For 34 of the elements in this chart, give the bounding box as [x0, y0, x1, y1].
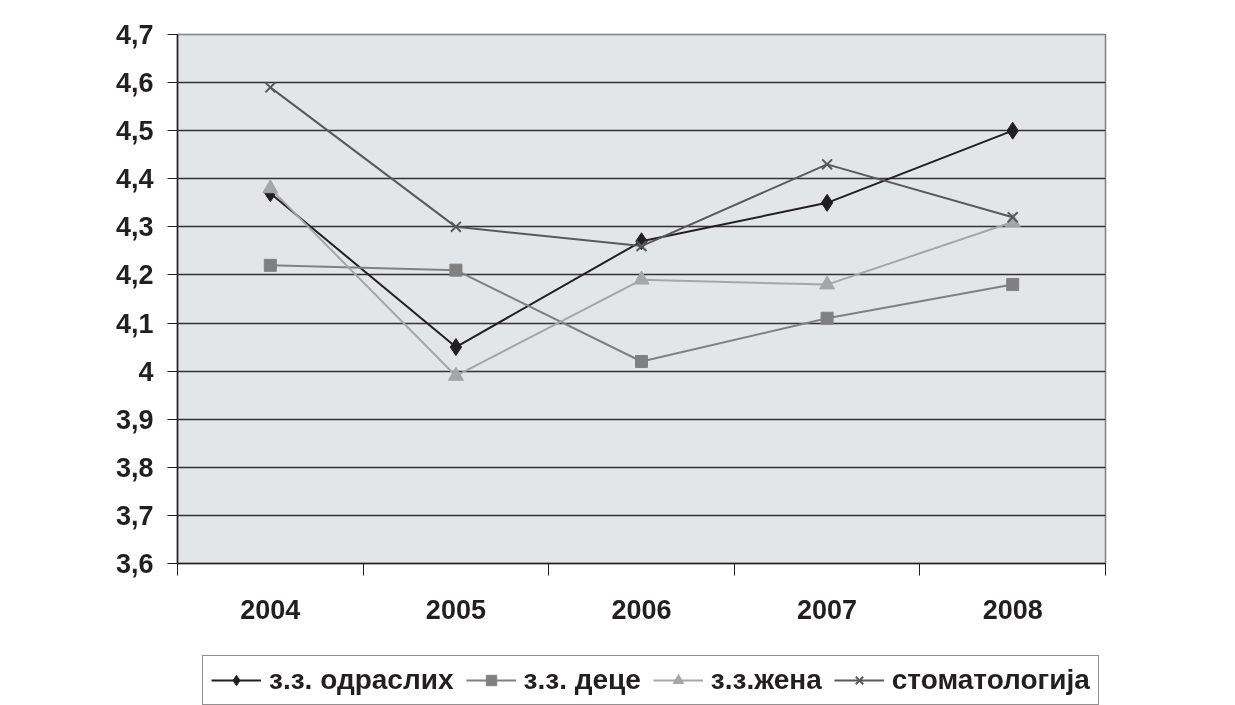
point: [262, 179, 279, 194]
legend-label: з.з.жена: [710, 664, 822, 696]
point: [449, 338, 463, 357]
x-tick-label: 2006: [611, 594, 672, 625]
point: [635, 240, 648, 253]
y-tick-label: 4,3: [115, 212, 154, 243]
y-tick-label: 4,7: [115, 20, 154, 50]
legend-label: з.з. деце: [523, 664, 641, 696]
point: [264, 81, 277, 94]
x-tick-label: 2008: [982, 594, 1043, 625]
point: [449, 263, 463, 277]
y-tick-label: 3,9: [115, 404, 154, 435]
legend-label: з.з. одраслих: [269, 664, 454, 696]
y-tick-label: 3,8: [115, 452, 154, 483]
x-tick-label: 2004: [240, 594, 301, 625]
point: [263, 258, 277, 272]
y-tick-label: 3,6: [115, 549, 154, 579]
y-tick-label: 4,5: [115, 116, 154, 147]
y-tick-label: 3,7: [115, 500, 154, 531]
y-tick-label: 4,2: [115, 260, 154, 291]
y-tick-label: 4: [138, 356, 154, 387]
point: [819, 275, 836, 290]
point: [635, 355, 648, 369]
x-tick-label: 2007: [797, 594, 858, 625]
y-tick-label: 4,6: [115, 68, 154, 99]
legend-label: стоматологија: [891, 664, 1090, 696]
point: [1006, 278, 1020, 292]
point: [820, 193, 834, 212]
point: [449, 220, 462, 233]
point: [820, 311, 834, 325]
y-tick-label: 4,1: [115, 308, 154, 339]
point: [821, 158, 834, 171]
y-tick-label: 4,4: [115, 164, 154, 195]
x-tick-label: 2005: [425, 594, 486, 625]
